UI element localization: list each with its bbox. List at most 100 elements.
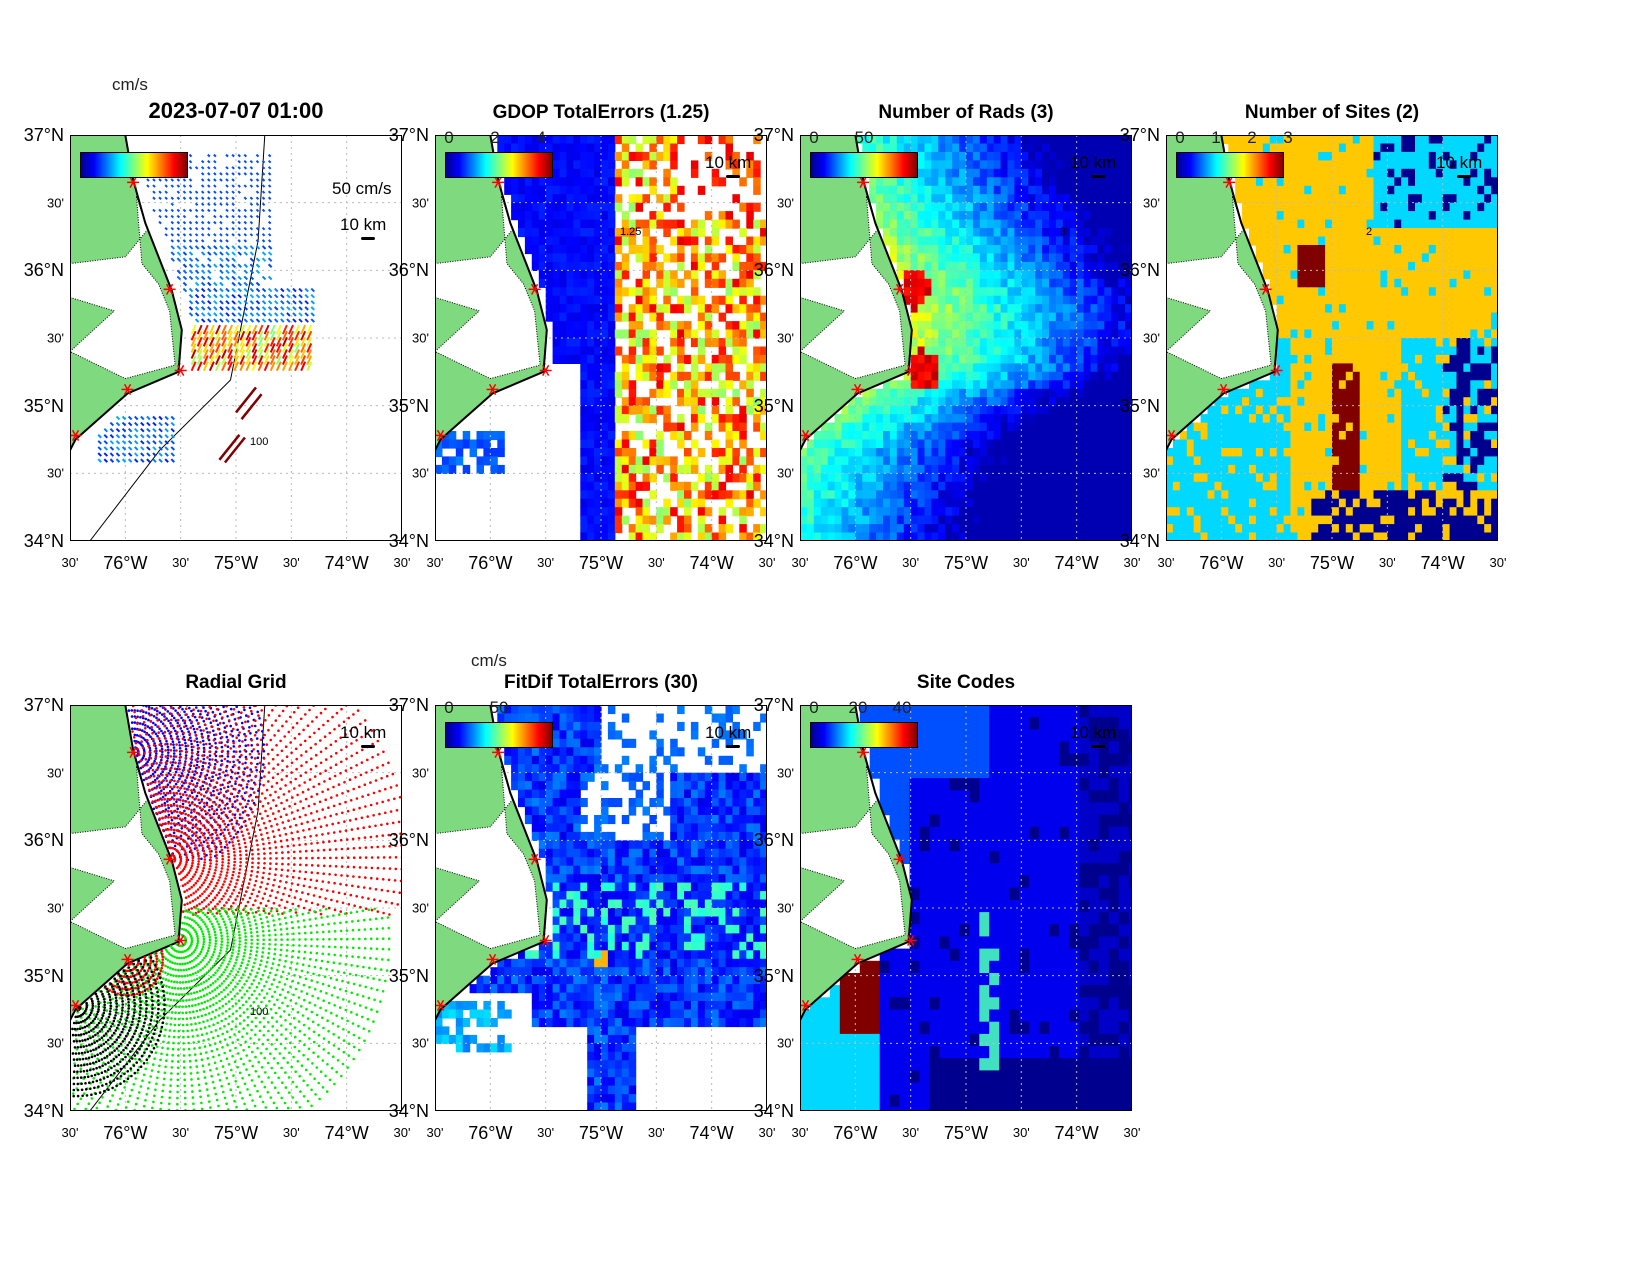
grid-cell (1035, 532, 1043, 541)
grid-cell (1097, 270, 1105, 280)
grid-cell (1042, 464, 1050, 474)
grid-cell (1463, 397, 1471, 407)
grid-cell (1028, 532, 1036, 541)
grid-cell (1491, 380, 1498, 390)
grid-cell (1421, 295, 1430, 305)
grid-cell (876, 194, 884, 204)
grid-cell (959, 321, 967, 331)
grid-cell (1097, 253, 1105, 263)
grid-cell (841, 456, 849, 466)
current-vector (121, 446, 127, 451)
grid-cell (1118, 329, 1126, 339)
grid-cell (1435, 236, 1444, 246)
grid-cell (1311, 177, 1319, 187)
grid-cell (1421, 321, 1430, 331)
grid-cell (1111, 448, 1119, 458)
grid-cell (1228, 405, 1236, 415)
grid-cell (1290, 287, 1298, 297)
grid-cell (903, 194, 912, 204)
grid-cell (656, 515, 664, 525)
grid-cell (587, 338, 595, 348)
grid-cell (746, 211, 754, 221)
grid-cell (1125, 211, 1132, 221)
grid-cell (1021, 507, 1029, 517)
grid-cell (938, 473, 946, 483)
grid-cell (924, 464, 932, 474)
grid-cell (1470, 185, 1478, 195)
grid-cell (806, 481, 815, 491)
current-vector (152, 446, 157, 451)
current-vector (237, 318, 242, 323)
grid-cell (1359, 211, 1368, 221)
grid-cell (656, 507, 664, 517)
grid-cell (1104, 422, 1112, 432)
grid-cell (559, 295, 567, 305)
current-vector (249, 226, 254, 231)
grid-cell (1097, 295, 1105, 305)
grid-cell (601, 448, 609, 458)
grid-cell (938, 185, 946, 195)
current-vector (306, 330, 313, 341)
grid-cell (1104, 194, 1112, 204)
grid-cell (1325, 177, 1333, 187)
grid-cell (1380, 312, 1388, 322)
grid-cell (594, 295, 602, 305)
grid-cell (945, 431, 953, 441)
grid-cell (1415, 135, 1423, 145)
grid-cell (1111, 490, 1119, 500)
grid-cell (1118, 448, 1126, 458)
grid-cell (1104, 253, 1112, 263)
grid-cell (704, 270, 713, 280)
grid-cell (1318, 295, 1326, 305)
grid-cell (945, 304, 953, 314)
grid-cell (621, 253, 630, 263)
grid-cell (663, 321, 671, 331)
grid-cell (910, 422, 919, 432)
grid-cell (917, 160, 926, 170)
grid-cell (1311, 304, 1319, 314)
grid-cell (924, 414, 932, 424)
grid-cell (1477, 211, 1485, 221)
grid-cell (1062, 304, 1071, 314)
current-vector (170, 220, 174, 225)
current-vector (280, 312, 285, 317)
grid-cell (1104, 338, 1112, 348)
grid-cell (1221, 397, 1229, 407)
grid-cell (979, 405, 988, 415)
current-vector (190, 343, 197, 353)
grid-cell (910, 287, 919, 297)
grid-cell (1007, 160, 1015, 170)
grid-cell (614, 312, 623, 322)
grid-cell (1408, 354, 1416, 364)
grid-cell (1373, 304, 1381, 314)
grid-cell (1035, 185, 1043, 195)
grid-cell (986, 185, 995, 195)
current-vector (208, 330, 215, 341)
grid-cell (1007, 405, 1015, 415)
grid-cell (587, 245, 595, 255)
current-vector (200, 166, 205, 170)
grid-cell (979, 380, 988, 390)
grid-cell (1408, 177, 1416, 187)
grid-cell (566, 168, 574, 178)
grid-cell (1442, 304, 1451, 314)
grid-cell (524, 245, 533, 255)
grid-cell (656, 363, 664, 373)
current-vector (194, 275, 200, 281)
grid-cell (1235, 185, 1243, 195)
grid-cell (1083, 354, 1092, 364)
grid-cell (1442, 287, 1451, 297)
grid-cell (1269, 270, 1278, 280)
current-vector (249, 300, 255, 305)
grid-cell (938, 151, 946, 161)
current-vector (194, 257, 200, 262)
grid-cell (684, 388, 692, 398)
grid-cell (1297, 143, 1305, 153)
grid-cell (876, 185, 884, 195)
grid-cell (1311, 236, 1319, 246)
current-vector (243, 166, 248, 170)
grid-cell (993, 515, 1002, 525)
current-vector (243, 293, 249, 299)
grid-cell (1442, 329, 1451, 339)
grid-cell (587, 135, 595, 145)
